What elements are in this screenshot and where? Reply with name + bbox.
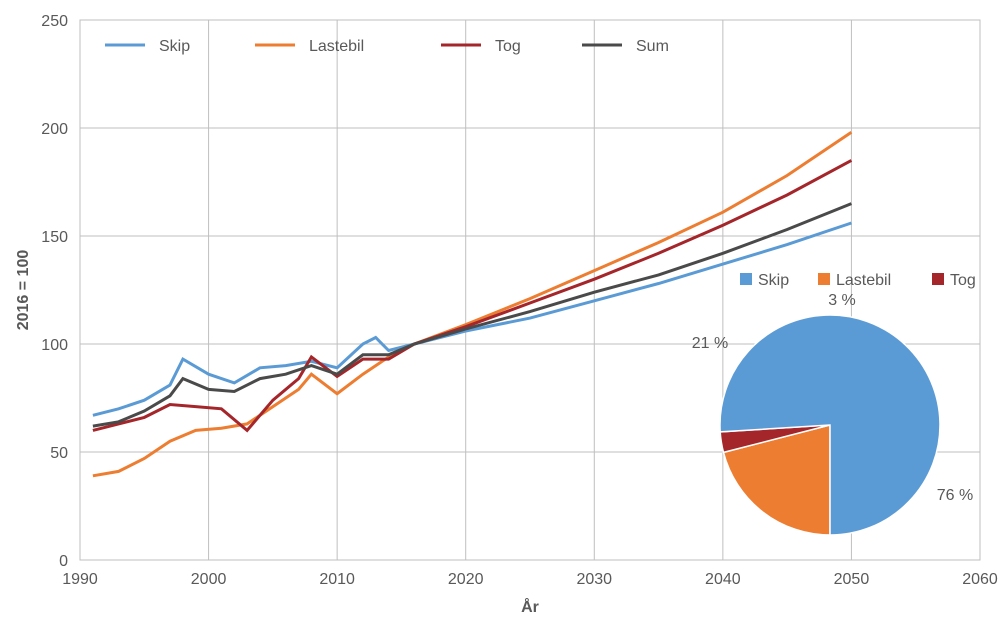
legend-label: Sum	[636, 38, 669, 55]
pie-legend-swatch	[740, 273, 752, 285]
pie-legend-label: Skip	[758, 272, 789, 289]
x-tick-label: 1990	[62, 571, 98, 588]
pie-legend-swatch	[818, 273, 830, 285]
legend-label: Tog	[495, 38, 521, 55]
pie-label-tog: 3 %	[828, 292, 856, 309]
y-tick-label: 200	[41, 121, 68, 138]
legend-label: Lastebil	[309, 38, 364, 55]
x-tick-label: 2010	[319, 571, 355, 588]
y-tick-label: 0	[59, 553, 68, 570]
legend-label: Skip	[159, 38, 190, 55]
x-tick-label: 2000	[191, 571, 227, 588]
pie-legend-swatch	[932, 273, 944, 285]
pie-legend-label: Lastebil	[836, 272, 891, 289]
x-axis-title: År	[521, 597, 539, 616]
y-tick-label: 250	[41, 13, 68, 30]
x-tick-label: 2060	[962, 571, 998, 588]
y-tick-label: 150	[41, 229, 68, 246]
pie-legend-label: Tog	[950, 272, 976, 289]
y-axis-title: 2016 = 100	[15, 250, 32, 331]
x-tick-label: 2030	[576, 571, 612, 588]
chart-container: 1990 2000 2010 2020 2030 2040 2050 2060 0 50 100 15…	[0, 0, 1000, 620]
pie-label-lastebil: 21 %	[692, 335, 728, 352]
y-tick-label: 50	[50, 445, 68, 462]
pie-label-skip: 76 %	[937, 487, 973, 504]
y-tick-label: 100	[41, 337, 68, 354]
x-tick-label: 2050	[834, 571, 870, 588]
chart-svg: 1990 2000 2010 2020 2030 2040 2050 2060 0 50 100 15…	[0, 0, 1000, 620]
x-tick-label: 2040	[705, 571, 741, 588]
x-tick-label: 2020	[448, 571, 484, 588]
